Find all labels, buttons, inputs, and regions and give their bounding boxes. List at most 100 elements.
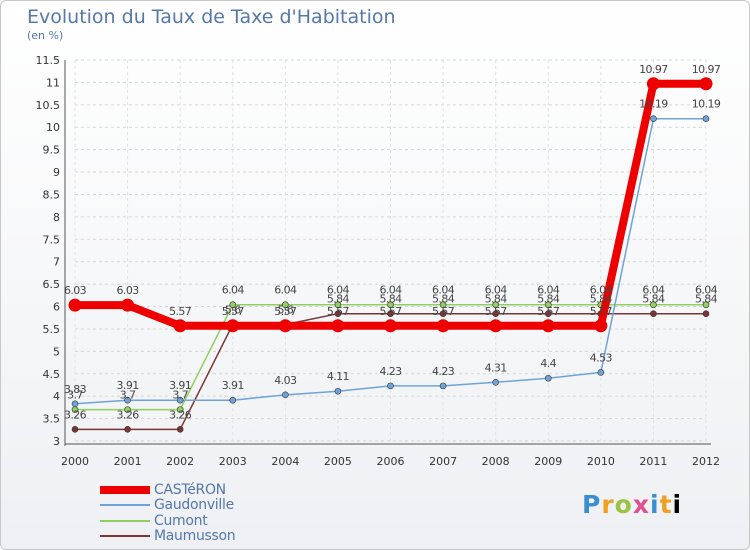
legend-swatch-cumont: [100, 519, 150, 522]
series-point: [334, 301, 342, 309]
data-label: 6.04: [379, 284, 402, 297]
x-tick-label: 2010: [587, 455, 615, 468]
data-label: 3.26: [64, 408, 87, 421]
series-point: [334, 310, 342, 318]
series-point: [226, 319, 240, 333]
legend-label-cumont: Cumont: [154, 512, 208, 529]
legend: CASTéRON Gaudonville Cumont Maumusson: [100, 481, 236, 544]
chart-subtitle: (en %): [27, 29, 64, 42]
series-point: [176, 406, 184, 413]
x-tick-label: 2008: [482, 455, 510, 468]
data-label: 6.04: [327, 284, 350, 297]
data-label: 6.04: [274, 284, 297, 297]
y-tick-label: 5: [53, 345, 60, 358]
series-point: [331, 319, 345, 333]
data-label: 6.03: [64, 284, 87, 297]
data-label: 4.23: [379, 365, 402, 378]
logo-letter: x: [632, 490, 650, 519]
y-tick-label: 11: [46, 76, 60, 89]
series-point: [702, 301, 710, 309]
series-point: [229, 396, 237, 404]
data-label: 5.57: [327, 305, 350, 318]
series-point: [278, 319, 292, 333]
data-label: 5.84: [379, 293, 402, 306]
series-point: [544, 301, 552, 309]
data-label: 5.84: [537, 293, 560, 306]
series-point: [71, 426, 79, 433]
series-point: [176, 426, 184, 433]
series-point: [124, 396, 131, 404]
series-point: [489, 319, 503, 333]
series-point: [597, 369, 605, 376]
x-tick-label: 2012: [692, 455, 720, 468]
data-label: 3.91: [222, 379, 244, 392]
data-label: 5.84: [642, 293, 665, 306]
y-tick-label: 4: [53, 390, 60, 403]
legend-swatch-maumusson: [100, 535, 150, 538]
data-label: 5.6: [277, 303, 293, 316]
series-point: [544, 374, 552, 382]
y-tick-label: 10: [46, 121, 60, 134]
y-tick-label: 7: [53, 256, 60, 269]
series-point: [229, 301, 237, 309]
data-label: 3.7: [67, 389, 83, 402]
x-tick-label: 2000: [61, 455, 89, 468]
series-point: [439, 301, 447, 309]
series-point: [492, 310, 499, 318]
data-label: 5.6: [225, 303, 241, 316]
series-point: [492, 378, 499, 386]
data-label: 5.57: [169, 305, 192, 318]
data-label: 5.57: [379, 305, 402, 318]
data-label: 5.57: [222, 305, 245, 318]
y-tick-label: 5.5: [43, 323, 61, 336]
y-tick-label: 3: [53, 435, 60, 448]
data-label: 4.03: [274, 374, 297, 387]
series-point: [702, 115, 710, 123]
data-label: 5.57: [590, 305, 613, 318]
data-label: 10.97: [692, 63, 721, 76]
series-point: [650, 310, 657, 318]
y-tick-label: 9.5: [43, 144, 61, 157]
series-point: [439, 382, 447, 390]
data-label: 5.84: [590, 293, 613, 306]
legend-item-maumusson: Maumusson: [100, 528, 236, 544]
logo-letter: r: [601, 490, 615, 519]
series-point: [124, 426, 131, 433]
data-label: 3.83: [64, 383, 87, 396]
chart-title: Evolution du Taux de Taxe d'Habitation: [27, 6, 396, 28]
series-point: [121, 298, 135, 312]
data-label: 5.84: [485, 293, 508, 306]
logo-letter: t: [659, 490, 673, 519]
data-label: 5.84: [327, 293, 350, 306]
x-tick-label: 2009: [534, 455, 562, 468]
data-label: 6.04: [222, 284, 245, 297]
data-label: 6.04: [432, 284, 455, 297]
data-label: 6.04: [695, 284, 718, 297]
data-label: 4.11: [327, 370, 349, 383]
y-tick-label: 8.5: [43, 188, 61, 201]
data-label: 6.04: [537, 284, 560, 297]
series-point: [68, 298, 82, 312]
data-label: 3.26: [117, 408, 140, 421]
series-point: [176, 396, 184, 404]
series-point: [544, 310, 552, 318]
data-label: 5.84: [432, 293, 455, 306]
series-point: [646, 77, 660, 91]
data-label: 10.19: [639, 98, 668, 111]
legend-label-casteron: CASTéRON: [154, 481, 226, 498]
series-point: [699, 77, 713, 91]
series-point: [173, 319, 187, 333]
y-tick-label: 4.5: [43, 368, 61, 381]
data-label: 6.04: [485, 284, 508, 297]
data-label: 5.57: [485, 305, 508, 318]
y-tick-label: 6.5: [43, 278, 61, 291]
x-tick-label: 2002: [166, 455, 194, 468]
series-point: [387, 301, 394, 309]
y-tick-label: 7.5: [43, 233, 61, 246]
data-label: 10.97: [639, 63, 668, 76]
logo-letter: P: [582, 490, 602, 519]
data-label: 3.91: [169, 379, 191, 392]
series-point: [124, 406, 131, 413]
series-point: [650, 301, 657, 309]
